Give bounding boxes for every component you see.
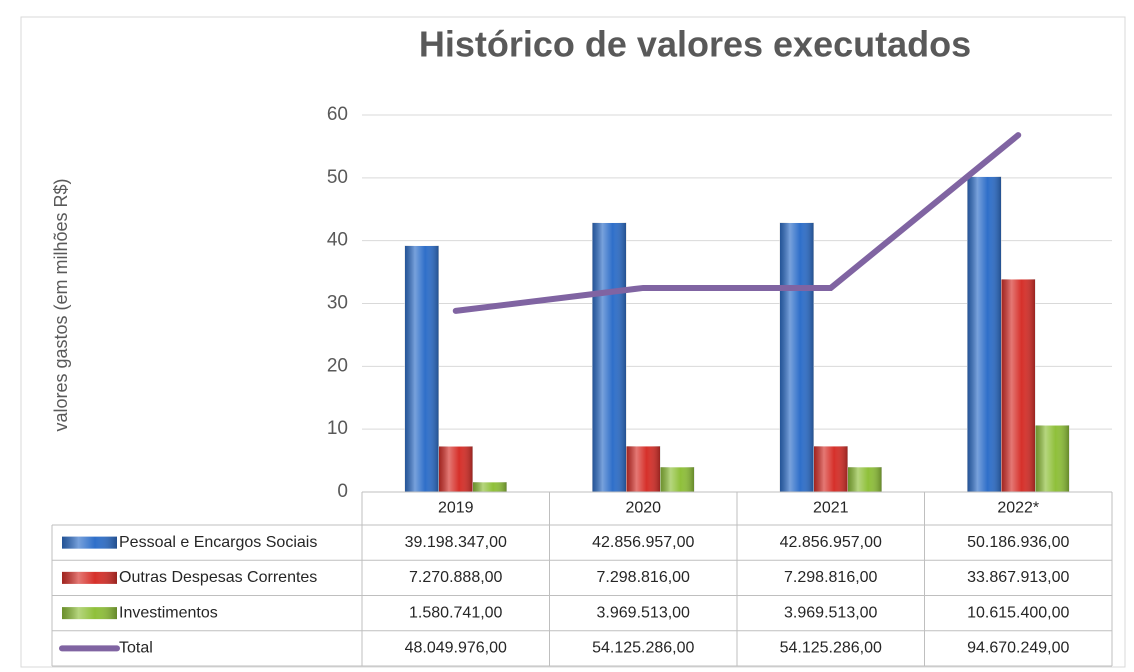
table-value: 3.969.513,00 <box>597 604 691 621</box>
table-value: 1.580.741,00 <box>409 604 503 621</box>
x-tick-label: 2020 <box>625 500 661 517</box>
bar <box>779 222 814 493</box>
table-value: 3.969.513,00 <box>784 604 878 621</box>
bar <box>967 176 1002 493</box>
table-value: 7.270.888,00 <box>409 569 503 586</box>
bar <box>1001 278 1036 493</box>
bar <box>404 245 439 493</box>
legend-label: Investimentos <box>119 604 218 621</box>
table-value: 42.856.957,00 <box>592 534 694 551</box>
table-value: 10.615.400,00 <box>967 604 1069 621</box>
x-tick-label: 2022* <box>997 500 1039 517</box>
legend-label: Total <box>119 640 153 657</box>
chart-frame <box>20 16 1126 668</box>
bar <box>1035 425 1070 493</box>
y-tick-label: 0 <box>337 481 348 502</box>
bar <box>626 445 661 493</box>
table-value: 54.125.286,00 <box>592 640 694 657</box>
y-tick-label: 10 <box>327 418 348 439</box>
y-tick-label: 60 <box>327 104 348 125</box>
y-axis-title: valores gastos (em milhões R$) <box>51 178 71 431</box>
legend-label: Pessoal e Encargos Sociais <box>119 534 317 551</box>
y-tick-label: 40 <box>327 230 348 251</box>
y-tick-label: 20 <box>327 355 348 376</box>
legend-key-shading <box>62 536 117 549</box>
bar <box>438 446 473 493</box>
y-tick-label: 50 <box>327 167 348 188</box>
bar <box>592 222 627 493</box>
bar <box>847 466 882 493</box>
legend-key-shading <box>62 571 117 584</box>
table-value: 42.856.957,00 <box>780 534 882 551</box>
chart-title: Histórico de valores executados <box>419 24 971 65</box>
y-tick-label: 30 <box>327 293 348 314</box>
table-value: 54.125.286,00 <box>780 640 882 657</box>
table-value: 50.186.936,00 <box>967 534 1069 551</box>
bar <box>472 481 507 493</box>
legend-label: Outras Despesas Correntes <box>119 569 317 586</box>
table-value: 48.049.976,00 <box>405 640 507 657</box>
table-value: 94.670.249,00 <box>967 640 1069 657</box>
x-tick-label: 2021 <box>813 500 849 517</box>
legend-key-shading <box>62 607 117 620</box>
bar <box>813 445 848 493</box>
line-series <box>452 132 1022 314</box>
table-value: 33.867.913,00 <box>967 569 1069 586</box>
bar <box>660 466 695 493</box>
table-value: 7.298.816,00 <box>597 569 691 586</box>
table-value: 39.198.347,00 <box>405 534 507 551</box>
x-tick-label: 2019 <box>438 500 474 517</box>
table-value: 7.298.816,00 <box>784 569 878 586</box>
